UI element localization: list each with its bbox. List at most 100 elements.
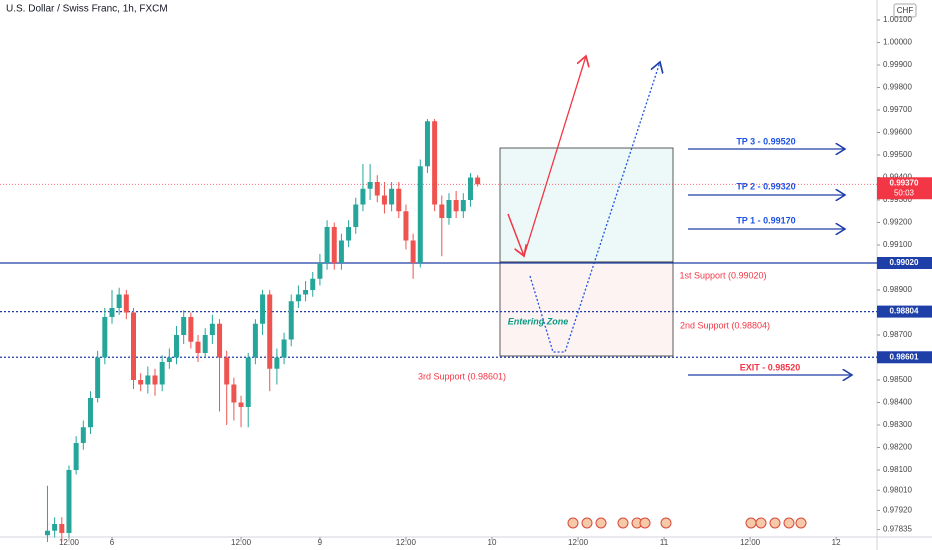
- candle-body: [202, 334, 208, 353]
- annotation: 1st Support (0.99020): [679, 270, 766, 280]
- candle-body: [209, 323, 215, 335]
- candle-body: [267, 294, 273, 369]
- candle-body: [396, 188, 402, 212]
- y-tick-label: 0.98200: [883, 443, 912, 452]
- candle-body: [252, 323, 258, 358]
- y-tick-label: 0.99500: [883, 150, 912, 159]
- annotation: 3rd Support (0.98601): [418, 371, 506, 381]
- y-tick-label: 0.99600: [883, 128, 912, 137]
- candle-body: [303, 289, 309, 295]
- countdown: 50:03: [894, 188, 915, 197]
- candle-body: [367, 182, 373, 189]
- candle-body: [281, 339, 287, 358]
- candle-body: [123, 294, 129, 313]
- candle-body: [338, 240, 344, 264]
- candle-body: [52, 523, 58, 531]
- x-tick-label: 11: [660, 538, 669, 547]
- candle-body: [102, 316, 108, 358]
- y-axis-label: CHF: [897, 6, 914, 15]
- x-tick-label: 6: [110, 538, 115, 547]
- candle-body: [224, 357, 230, 385]
- candle-body: [381, 195, 387, 205]
- y-tick-label: 0.98300: [883, 420, 912, 429]
- candle-body: [217, 323, 223, 358]
- candle-body: [159, 361, 165, 385]
- annotation: EXIT - 0.98520: [740, 362, 801, 372]
- y-tick-label: 0.99400: [883, 173, 912, 182]
- x-tick-label: 12:00: [740, 538, 761, 547]
- y-tick-label: 0.97920: [883, 506, 912, 515]
- y-tick-label: 0.97835: [883, 525, 912, 534]
- currency-badge: [893, 3, 917, 18]
- candle-body: [44, 530, 50, 536]
- candle-body: [66, 469, 72, 533]
- candle-body: [260, 294, 266, 324]
- candle-body: [310, 278, 316, 290]
- candle-body: [231, 384, 237, 403]
- candle-body: [439, 204, 445, 219]
- candle-body: [87, 397, 93, 428]
- target-zone: [499, 147, 674, 263]
- candle-body: [138, 379, 144, 385]
- candle-body: [152, 375, 158, 385]
- candle-body: [353, 204, 359, 228]
- x-tick-label: 12:00: [396, 538, 417, 547]
- price-tag-label: 0.99020: [890, 258, 919, 267]
- candle-body: [360, 188, 366, 205]
- y-tick-label: 0.99200: [883, 218, 912, 227]
- candle-body: [324, 227, 330, 264]
- candle-body: [417, 166, 423, 264]
- y-tick-label: 0.99900: [883, 60, 912, 69]
- y-tick-label: 0.98900: [883, 285, 912, 294]
- annotation: TP 2 - 0.99320: [736, 181, 795, 191]
- annotation: 2nd Support (0.98804): [680, 320, 770, 330]
- price-tag: [877, 305, 932, 318]
- x-tick-label: 12: [832, 538, 841, 547]
- candle-body: [73, 442, 79, 470]
- candle-body: [446, 200, 452, 219]
- candle-body: [181, 316, 187, 335]
- y-tick-label: 0.98400: [883, 398, 912, 407]
- price-tag-label: 0.99370: [890, 178, 919, 187]
- candle-body: [410, 240, 416, 264]
- annotation: TP 1 - 0.99170: [736, 215, 795, 225]
- price-tag: [877, 257, 932, 270]
- y-tick-label: 1.00000: [883, 38, 912, 47]
- candle-body: [424, 121, 430, 167]
- candle-body: [475, 177, 481, 185]
- stop-zone: [499, 261, 674, 357]
- candle-body: [317, 263, 323, 279]
- price-tag: [877, 351, 932, 364]
- candle-body: [174, 334, 180, 358]
- candle-body: [460, 200, 466, 212]
- y-tick-label: 0.98010: [883, 485, 912, 494]
- candle-body: [116, 294, 122, 308]
- candle-body: [166, 357, 172, 362]
- price-tag-label: 0.98804: [890, 307, 919, 316]
- candle-body: [274, 357, 280, 369]
- x-tick-label: 10: [488, 538, 497, 547]
- arrow: [529, 62, 660, 353]
- candle-body: [238, 402, 244, 407]
- candle-body: [331, 227, 337, 264]
- candle-body: [131, 312, 137, 380]
- candle-body: [245, 357, 251, 407]
- annotation: TP 3 - 0.99520: [736, 136, 795, 146]
- candle-body: [109, 307, 115, 317]
- candle-body: [59, 523, 65, 533]
- y-tick-label: 1.00100: [883, 15, 912, 24]
- candle-body: [389, 188, 395, 205]
- x-tick-label: 12:00: [59, 538, 80, 547]
- y-tick-label: 0.98100: [883, 465, 912, 474]
- y-tick-label: 0.99700: [883, 105, 912, 114]
- x-tick-label: 9: [318, 538, 323, 547]
- annotation: Entering Zone: [508, 316, 569, 326]
- x-tick-label: 12:00: [568, 538, 589, 547]
- candle-body: [95, 357, 101, 398]
- price-tag-label: 0.98601: [890, 352, 919, 361]
- event-icons: [567, 517, 807, 529]
- candle-body: [195, 341, 201, 353]
- x-tick-label: 12:00: [231, 538, 252, 547]
- y-tick-label: 0.98700: [883, 330, 912, 339]
